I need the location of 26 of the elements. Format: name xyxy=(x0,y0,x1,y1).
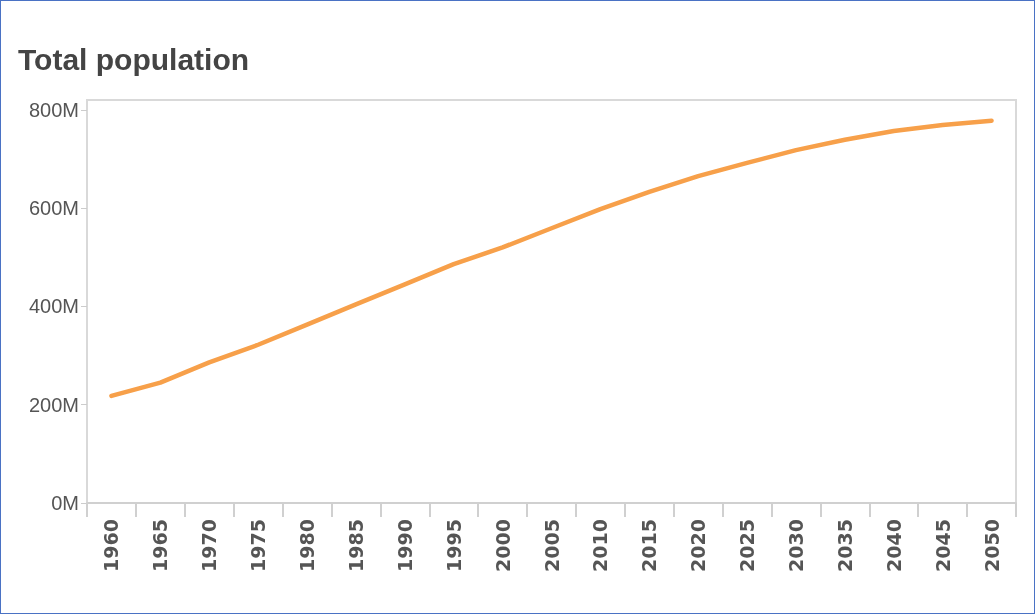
x-tick-label: 2040 xyxy=(882,519,905,572)
x-tick-label: 1965 xyxy=(149,519,172,572)
y-tick-label: 600M xyxy=(28,197,79,220)
x-tick-label: 1960 xyxy=(100,519,123,572)
x-tick-label: 2050 xyxy=(980,519,1003,572)
x-tick-label: 2025 xyxy=(736,519,759,572)
x-tick-label: 1970 xyxy=(198,519,221,572)
x-tick-label: 2010 xyxy=(589,519,612,572)
x-tick-label: 1995 xyxy=(442,519,465,572)
x-tick-label: 2020 xyxy=(687,519,710,572)
x-tick-label: 2005 xyxy=(540,519,563,572)
x-tick-label: 2030 xyxy=(784,519,807,572)
x-tick-label: 2035 xyxy=(833,519,856,572)
x-tick-label: 1985 xyxy=(344,519,367,572)
line-series xyxy=(109,118,994,399)
y-tick-label: 0M xyxy=(51,492,79,514)
x-tick-label: 1975 xyxy=(247,519,270,572)
x-tick-label: 2045 xyxy=(931,519,954,572)
x-tick-label: 2015 xyxy=(638,519,661,572)
chart-title: Total population xyxy=(18,42,250,76)
x-tick-label: 1980 xyxy=(296,519,319,572)
y-tick-label: 400M xyxy=(28,295,79,318)
x-tick-label: 2000 xyxy=(491,519,514,572)
x-tick-label: 1990 xyxy=(393,519,416,572)
y-tick-label: 800M xyxy=(28,98,79,121)
y-tick-label: 200M xyxy=(28,393,79,416)
